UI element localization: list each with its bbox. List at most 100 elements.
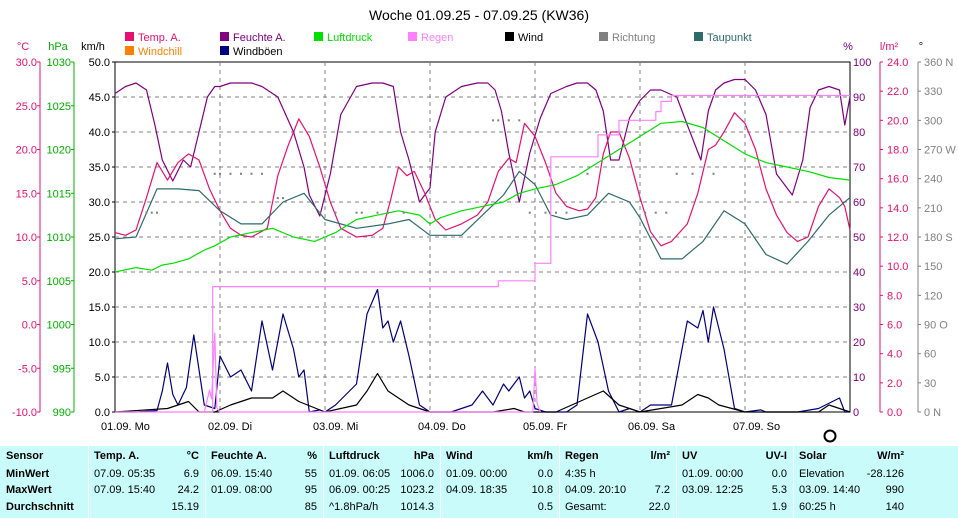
- weather-chart: Woche 01.09.25 - 07.09.25 (KW36) Temp. A…: [12, 7, 956, 443]
- y-tick-rain: 22.0: [887, 86, 908, 98]
- stats-value: 10.8: [531, 484, 553, 496]
- y-tick-humidity: 80: [853, 127, 865, 139]
- col-divider: [440, 446, 441, 518]
- point-richtung: [261, 172, 263, 175]
- y-tick-humidity: 30: [853, 302, 865, 314]
- legend-label: Temp. A.: [138, 32, 181, 44]
- legend-swatch: [220, 32, 229, 41]
- point-richtung: [712, 172, 715, 175]
- point-richtung: [213, 172, 216, 175]
- col-divider: [323, 446, 324, 518]
- y-tick-pressure: 995: [53, 363, 71, 375]
- y-tick-wind: 10.0: [89, 337, 110, 349]
- point-richtung: [282, 197, 284, 200]
- stats-unit: °C: [186, 450, 199, 462]
- stats-time: 04.09. 20:10: [565, 484, 627, 496]
- point-richtung: [376, 211, 379, 214]
- y-tick-rain: 18.0: [887, 145, 908, 157]
- y-tick-pressure: 1010: [47, 232, 71, 244]
- stats-col-sensor: Sensor MinWert MaxWert Durchschnitt: [0, 446, 88, 518]
- point-richtung: [150, 211, 153, 214]
- y-tick-direction: 120: [924, 290, 942, 302]
- axis-unit-direction: °: [919, 41, 923, 53]
- stats-value: 1006.0: [400, 468, 434, 480]
- stats-time: 01.09. 08:00: [211, 484, 273, 496]
- legend-swatch: [505, 32, 514, 41]
- stats-time: 07.09. 05:35: [94, 468, 156, 480]
- y-tick-direction: 360 N: [924, 57, 953, 69]
- y-tick-direction: 270 W: [924, 145, 956, 157]
- stats-header: Regen: [565, 450, 599, 462]
- legend-swatch: [408, 32, 417, 41]
- stats-value: 0.0: [537, 468, 553, 480]
- stats-row-label: MaxWert: [6, 484, 52, 496]
- stats-value: 55: [304, 468, 317, 480]
- y-tick-pressure: 1000: [47, 320, 71, 332]
- stats-unit: hPa: [413, 450, 434, 462]
- y-tick-wind: 30.0: [89, 197, 110, 209]
- axis-unit-rain: l/m²: [880, 41, 899, 53]
- y-tick-rain: 2.0: [887, 378, 902, 390]
- stats-header: Wind: [446, 450, 473, 462]
- stats-value: -28.126: [866, 468, 904, 480]
- series-windb-en: [115, 288, 850, 413]
- stats-time: 4:35 h: [565, 468, 596, 480]
- y-tick-wind: 45.0: [89, 92, 110, 104]
- x-tick-label: 03.09. Mi: [313, 421, 358, 433]
- legend-label: Luftdruck: [327, 32, 373, 44]
- y-tick-wind: 0.0: [95, 407, 110, 419]
- y-tick-wind: 40.0: [89, 127, 110, 139]
- y-tick-direction: 150: [924, 261, 942, 273]
- col-divider: [793, 446, 794, 518]
- legend-label: Windböen: [233, 46, 283, 58]
- axis-unit-pressure: hPa: [48, 41, 68, 53]
- point-richtung: [675, 172, 678, 175]
- plot-area: [114, 78, 851, 413]
- stats-value: 95: [304, 484, 317, 496]
- y-tick-direction: 180 S: [924, 232, 953, 244]
- y-tick-pressure: 1020: [47, 145, 71, 157]
- point-richtung: [229, 172, 232, 175]
- x-tick-label: 04.09. Do: [418, 421, 466, 433]
- stats-value: 7.2: [654, 484, 670, 496]
- y-tick-direction: 240: [924, 174, 942, 186]
- y-tick-rain: 20.0: [887, 115, 908, 127]
- y-tick-rain: 8.0: [887, 290, 902, 302]
- x-tick-label: 02.09. Di: [208, 421, 252, 433]
- y-tick-temp: -5.0: [18, 363, 37, 375]
- stats-col-wind: Wind km/h 01.09. 00:00 0.0 04.09. 18:35 10.8 0…: [440, 446, 559, 518]
- stats-value: 85: [304, 501, 317, 513]
- y-tick-temp: 25.0: [16, 101, 37, 113]
- stats-time: 60:25 h: [799, 501, 836, 513]
- stats-col-uv: UV UV-I 01.09. 00:00 0.0 03.09. 12:25 5.3 1.9: [676, 446, 793, 518]
- stats-col-feuchte: Feuchte A.% 06.09. 15:40 55 01.09. 08:00 95 8…: [205, 446, 323, 518]
- stats-value: 990: [885, 484, 904, 496]
- stats-header: UV: [682, 450, 698, 462]
- legend-swatch: [599, 32, 608, 41]
- point-richtung: [544, 211, 547, 214]
- y-tick-rain: 6.0: [887, 320, 902, 332]
- y-tick-pressure: 1005: [47, 276, 71, 288]
- axis-units: °C hPa km/h% l/m² °: [17, 41, 923, 53]
- y-tick-pressure: 990: [53, 407, 71, 419]
- legend-swatch: [125, 32, 134, 41]
- y-tick-rain: 10.0: [887, 261, 908, 273]
- y-tick-direction: 210: [924, 203, 942, 215]
- point-richtung: [145, 211, 148, 214]
- y-tick-direction: 330: [924, 86, 942, 98]
- y-tick-humidity: 100: [853, 57, 871, 69]
- stats-time: 07.09. 15:40: [94, 484, 156, 496]
- legend-swatch: [694, 32, 703, 41]
- stats-value: 1014.3: [400, 501, 434, 513]
- col-divider: [676, 446, 677, 518]
- stats-value: 140: [885, 501, 904, 513]
- point-richtung: [507, 119, 510, 122]
- point-richtung: [665, 211, 668, 214]
- stats-value: 15.19: [171, 501, 199, 513]
- point-richtung: [691, 172, 694, 175]
- stats-unit: W/m²: [877, 450, 904, 462]
- y-tick-temp: 0.0: [22, 320, 37, 332]
- legend-label: Wind: [518, 32, 543, 44]
- stats-time: ^1.8hPa/h: [329, 501, 379, 513]
- y-tick-wind: 50.0: [89, 57, 110, 69]
